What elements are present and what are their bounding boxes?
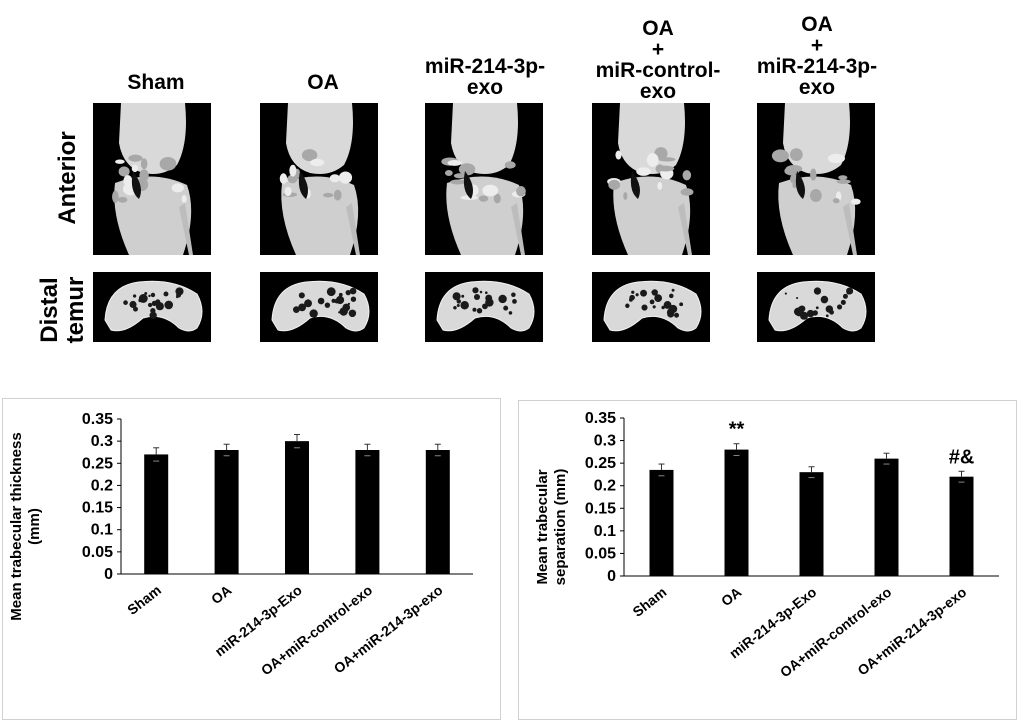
bar (144, 454, 169, 574)
column-header-sham: Sham (127, 71, 185, 94)
bar (355, 450, 380, 574)
column-header-oa-mir-control-exo: OA + miR-control- exo (595, 17, 721, 103)
column-header-oa: OA (307, 71, 339, 94)
row-label-distal-femur: Distal temur (36, 276, 89, 344)
y-tick-label: 0.2 (91, 477, 113, 494)
chart-thickness-frame: 0 0.05 0.1 0.15 0.2 0.25 0.3 0.35 Mean trabecula… (2, 398, 501, 720)
y-axis-label: Mean trabecular thickness(mm) (8, 432, 43, 620)
y-tick-label: 0.05 (82, 544, 113, 561)
bar (214, 450, 239, 574)
anterior-image-oa-mir-214-exo (757, 103, 875, 255)
significance-annotation: #& (949, 446, 975, 468)
y-tick-label: 0.1 (594, 523, 616, 540)
anterior-image-oa-mir-control-exo (592, 103, 710, 255)
chart-separation-frame: 0 0.05 0.1 0.15 0.2 0.25 0.3 0.35 Mean trabecula… (518, 400, 1017, 720)
y-tick-label: 0.2 (594, 478, 616, 495)
anterior-image-mir-214-exo (425, 103, 543, 255)
bar (649, 469, 674, 576)
y-tick-label: 0.05 (585, 545, 616, 562)
y-tick-label: 0 (104, 566, 113, 583)
distal-femur-image-oa-mir-control-exo (592, 272, 710, 342)
category-label: OA (718, 584, 744, 610)
y-axis-label: Mean trabecularseparation (mm) (534, 469, 569, 586)
bar (425, 450, 450, 574)
category-label: Sham (124, 582, 164, 618)
row-label-anterior: Anterior (54, 131, 81, 225)
anterior-image-oa (260, 103, 378, 255)
distal-femur-image-oa-mir-214-exo (757, 272, 875, 342)
bar (874, 458, 899, 576)
anterior-image-sham (93, 103, 211, 255)
y-tick-label: 0.15 (585, 500, 616, 517)
y-tick-label: 0.25 (82, 455, 113, 472)
chart-trabecular-separation: 0 0.05 0.1 0.15 0.2 0.25 0.3 0.35 Mean trabecula… (534, 410, 999, 680)
bar (724, 449, 749, 576)
bar (949, 476, 974, 576)
y-tick-label: 0.3 (594, 433, 616, 450)
column-header-oa-mir-214-exo: OA + miR-214-3p- exo (756, 13, 878, 99)
y-tick-label: 0.25 (585, 455, 616, 472)
distal-femur-image-mir-214-exo (425, 272, 543, 342)
column-header-mir-214-exo: miR-214-3p- exo (424, 55, 546, 99)
y-tick-label: 0.35 (585, 410, 616, 427)
distal-femur-image-sham (93, 272, 211, 342)
y-tick-label: 0.3 (91, 433, 113, 450)
bar (285, 441, 309, 574)
distal-femur-image-oa (260, 272, 378, 342)
significance-annotation: ** (729, 419, 745, 441)
bar (799, 472, 824, 576)
y-tick-label: 0.35 (82, 411, 113, 428)
category-label: Sham (629, 584, 669, 620)
y-tick-label: 0 (607, 568, 616, 585)
category-label: OA (208, 582, 234, 608)
y-tick-label: 0.1 (91, 522, 113, 539)
y-tick-label: 0.15 (82, 500, 113, 517)
chart-trabecular-thickness: 0 0.05 0.1 0.15 0.2 0.25 0.3 0.35 Mean trabecula… (8, 411, 473, 678)
